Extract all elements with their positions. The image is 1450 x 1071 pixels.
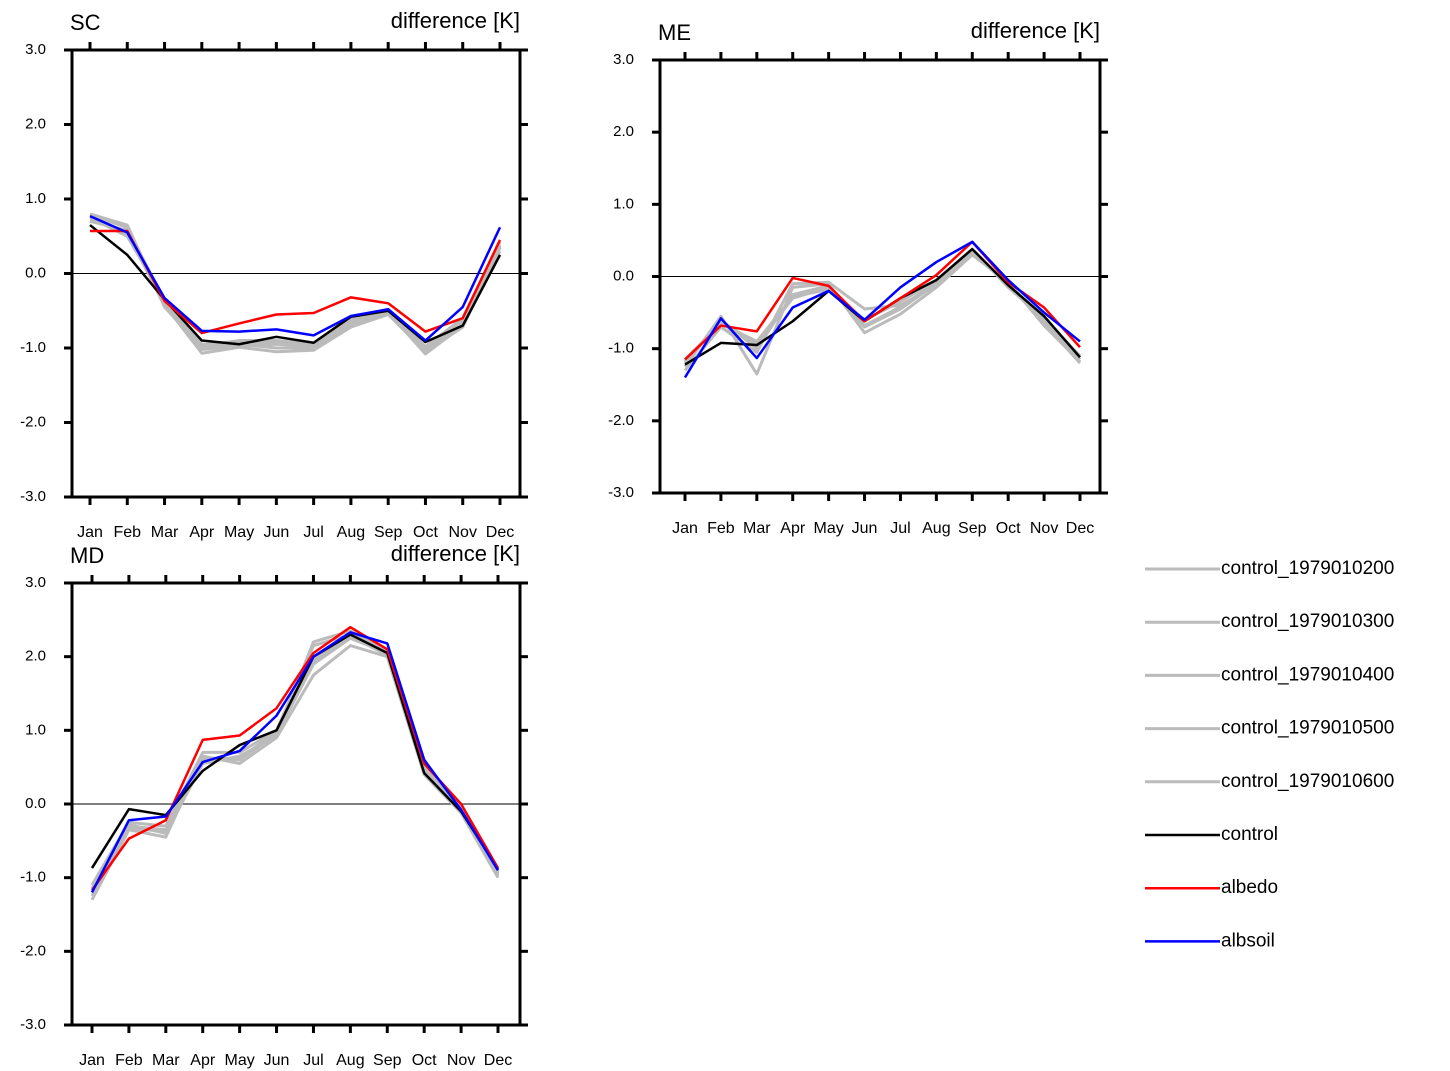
x-tick-label: Oct bbox=[996, 520, 1021, 537]
x-tick-label: Sep bbox=[373, 1052, 402, 1069]
x-tick-label: Oct bbox=[412, 1052, 437, 1069]
x-tick-label: Mar bbox=[743, 520, 771, 537]
legend-label: control bbox=[1221, 824, 1278, 845]
y-tick-label: -1.0 bbox=[20, 339, 46, 356]
x-tick-label: Jul bbox=[303, 524, 323, 541]
x-tick-label: May bbox=[224, 524, 254, 541]
x-tick-label: Nov bbox=[1030, 520, 1058, 537]
legend-label: control_1979010200 bbox=[1221, 558, 1394, 579]
y-tick-label: 0.0 bbox=[25, 264, 46, 281]
series-line bbox=[90, 636, 500, 894]
series-line bbox=[90, 633, 500, 870]
series-line bbox=[90, 634, 500, 897]
panel-subtitle: difference [K] bbox=[391, 8, 520, 33]
legend-label: albsoil bbox=[1221, 930, 1275, 951]
y-tick-label: 2.0 bbox=[613, 123, 634, 140]
x-tick-label: Jun bbox=[263, 524, 289, 541]
panel-title: SC bbox=[70, 10, 101, 35]
x-tick-label: Aug bbox=[336, 1052, 364, 1069]
x-tick-label: Nov bbox=[449, 524, 477, 541]
x-tick-label: Jun bbox=[264, 1052, 290, 1069]
y-tick-label: 1.0 bbox=[25, 721, 46, 738]
y-tick-label: -3.0 bbox=[608, 484, 634, 501]
x-tick-label: Sep bbox=[958, 520, 987, 537]
series-line bbox=[90, 631, 500, 893]
series-line bbox=[90, 644, 500, 901]
y-tick-label: 0.0 bbox=[25, 795, 46, 812]
y-tick-label: 3.0 bbox=[613, 51, 634, 68]
x-tick-label: Jan bbox=[77, 524, 103, 541]
panel-title: ME bbox=[658, 20, 691, 45]
y-tick-label: 2.0 bbox=[25, 648, 46, 665]
x-tick-label: Apr bbox=[190, 1052, 216, 1069]
y-tick-label: 2.0 bbox=[25, 115, 46, 132]
x-tick-label: Mar bbox=[152, 1052, 180, 1069]
x-tick-label: Jul bbox=[303, 1052, 323, 1069]
y-tick-label: 3.0 bbox=[25, 574, 46, 591]
y-tick-label: -2.0 bbox=[20, 942, 46, 959]
legend-label: control_1979010300 bbox=[1221, 611, 1394, 632]
x-tick-label: Nov bbox=[447, 1052, 475, 1069]
x-tick-label: Dec bbox=[1066, 520, 1094, 537]
y-tick-label: 0.0 bbox=[613, 267, 634, 284]
y-tick-label: -2.0 bbox=[20, 413, 46, 430]
legend-label: control_1979010400 bbox=[1221, 664, 1394, 685]
panel-subtitle: difference [K] bbox=[391, 541, 520, 566]
x-tick-label: Aug bbox=[337, 524, 365, 541]
x-tick-label: Oct bbox=[413, 524, 438, 541]
series-line bbox=[89, 224, 502, 346]
y-tick-label: -3.0 bbox=[20, 488, 46, 505]
x-tick-label: Jun bbox=[852, 520, 878, 537]
plot-frame bbox=[658, 58, 1102, 495]
y-tick-label: 1.0 bbox=[613, 195, 634, 212]
panel-subtitle: difference [K] bbox=[971, 18, 1100, 43]
panel-title: MD bbox=[70, 543, 104, 568]
x-tick-label: Dec bbox=[486, 524, 514, 541]
x-tick-label: May bbox=[814, 520, 844, 537]
x-tick-label: Feb bbox=[113, 524, 141, 541]
y-tick-label: -2.0 bbox=[608, 412, 634, 429]
series-line bbox=[89, 214, 502, 342]
series-line bbox=[90, 629, 500, 890]
y-tick-label: -3.0 bbox=[20, 1016, 46, 1033]
y-tick-label: 1.0 bbox=[25, 190, 46, 207]
x-tick-label: Jul bbox=[890, 520, 910, 537]
legend-label: albedo bbox=[1221, 877, 1278, 898]
x-tick-label: Apr bbox=[189, 524, 215, 541]
x-tick-label: Dec bbox=[484, 1052, 512, 1069]
x-tick-label: Sep bbox=[374, 524, 403, 541]
x-tick-label: Mar bbox=[151, 524, 179, 541]
series-line bbox=[90, 625, 500, 891]
legend-label: control_1979010600 bbox=[1221, 771, 1394, 792]
x-tick-label: May bbox=[225, 1052, 255, 1069]
plot-frame bbox=[70, 581, 522, 1027]
series-line bbox=[683, 253, 1082, 376]
x-tick-label: Feb bbox=[115, 1052, 143, 1069]
series-line bbox=[683, 240, 1081, 379]
x-tick-label: Jan bbox=[672, 520, 698, 537]
plot-frame bbox=[70, 48, 522, 499]
y-tick-label: -1.0 bbox=[608, 340, 634, 357]
x-tick-label: Feb bbox=[707, 520, 735, 537]
x-tick-label: Aug bbox=[922, 520, 950, 537]
y-tick-label: -1.0 bbox=[20, 869, 46, 886]
y-tick-label: 3.0 bbox=[25, 41, 46, 58]
x-tick-label: Apr bbox=[780, 520, 806, 537]
series-line bbox=[90, 633, 500, 886]
legend-label: control_1979010500 bbox=[1221, 718, 1394, 739]
x-tick-label: Jan bbox=[79, 1052, 105, 1069]
